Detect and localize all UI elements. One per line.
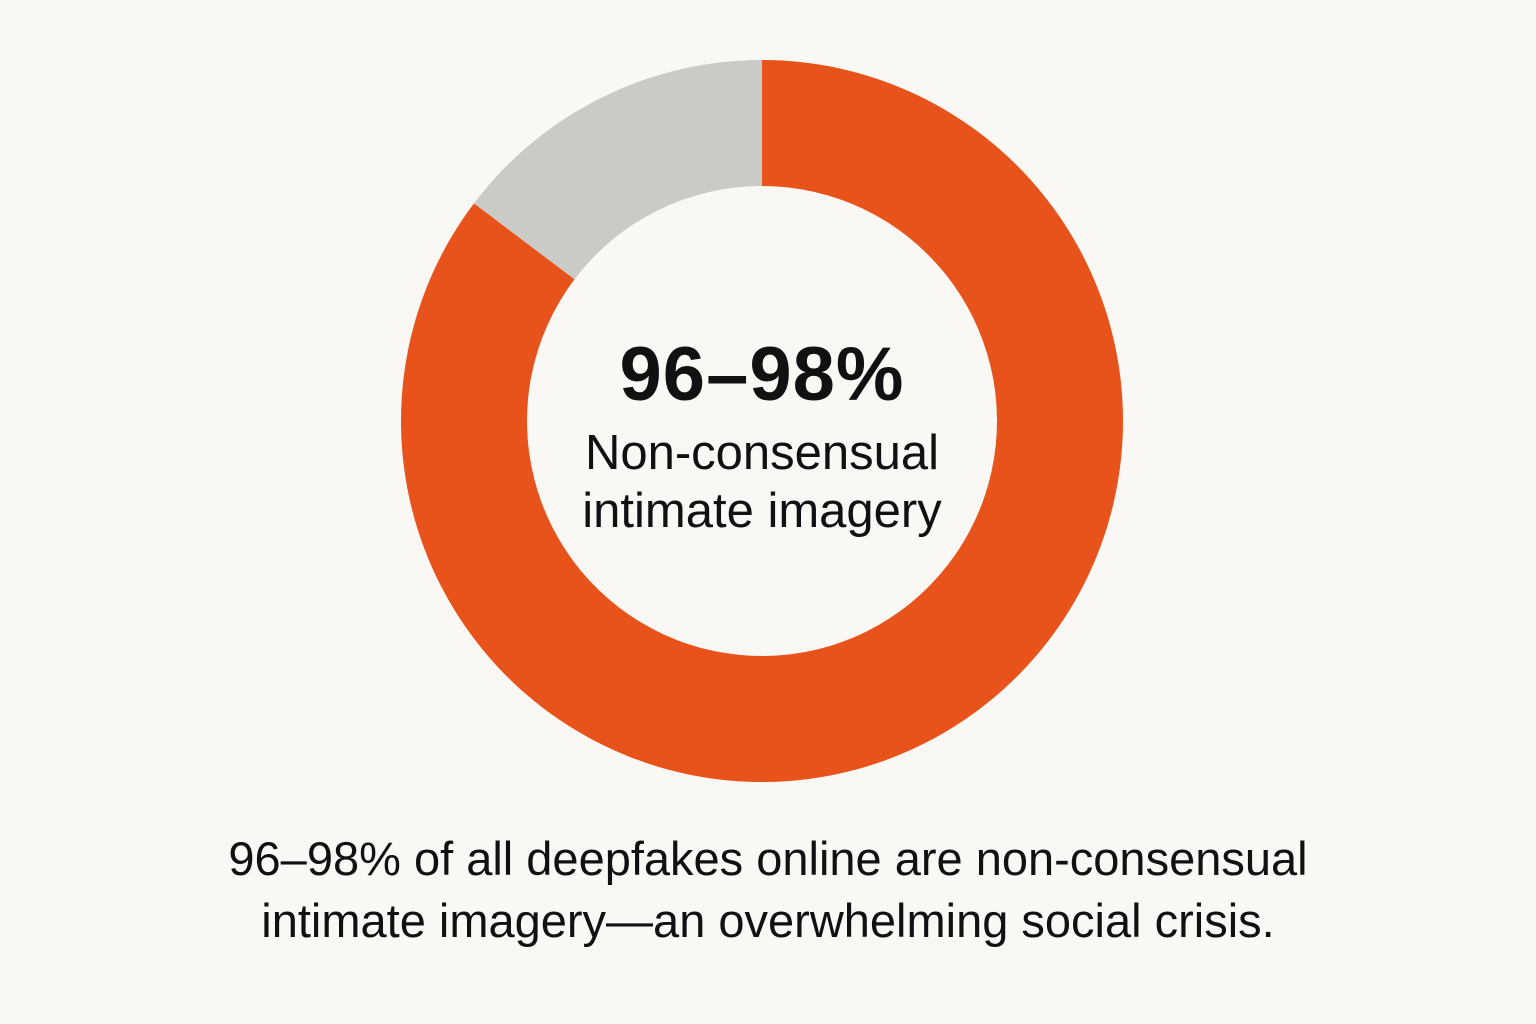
center-label-line1: Non-consensual xyxy=(584,426,940,480)
slice-non-consensual xyxy=(401,60,1123,782)
center-label: Non-consensual intimate imagery xyxy=(562,424,962,540)
caption: 96–98% of all deepfakes online are non-c… xyxy=(100,828,1436,952)
center-value: 96–98% xyxy=(619,332,905,417)
caption-line1: 96–98% of all deepfakes online are non-c… xyxy=(228,832,1308,885)
caption-line2: intimate imagery—an overwhelming social … xyxy=(261,894,1275,947)
center-label-line2: intimate imagery xyxy=(582,484,942,538)
slice-other xyxy=(473,60,762,280)
